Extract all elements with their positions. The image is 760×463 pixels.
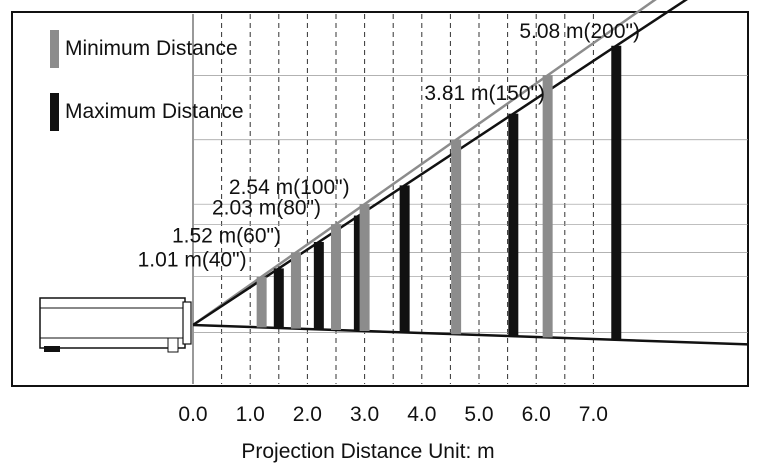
projection-beams bbox=[192, 0, 749, 346]
legend-label-minimum: Minimum Distance bbox=[65, 37, 238, 60]
x-tick-label: 7.0 bbox=[579, 403, 608, 426]
grid bbox=[192, 14, 748, 384]
bar-maximum-distance bbox=[313, 241, 324, 330]
screen-size-label: 3.81 m(150") bbox=[424, 82, 545, 105]
bar-minimum-distance bbox=[542, 75, 553, 338]
bar-minimum-distance bbox=[451, 139, 462, 335]
bar-maximum-distance bbox=[273, 268, 284, 328]
x-tick-label: 6.0 bbox=[522, 403, 551, 426]
screen-size-label: 5.08 m(200") bbox=[519, 20, 640, 43]
screen-size-label: 1.01 m(40") bbox=[138, 249, 247, 272]
x-tick-label: 5.0 bbox=[464, 403, 493, 426]
beam-top-maximum bbox=[192, 0, 688, 327]
x-tick-label: 1.0 bbox=[236, 403, 265, 426]
screen-size-label: 2.54 m(100") bbox=[229, 176, 350, 199]
x-tick-labels: 0.0 1.0 2.0 3.0 4.0 5.0 6.0 7.0 bbox=[178, 403, 608, 426]
screen-size-label: 2.03 m(80") bbox=[212, 196, 321, 219]
projector-icon bbox=[39, 297, 192, 353]
legend-swatch-maximum bbox=[50, 93, 59, 131]
bar-maximum-distance bbox=[399, 185, 410, 333]
legend-label-maximum: Maximum Distance bbox=[65, 100, 244, 123]
bar-minimum-distance bbox=[331, 224, 341, 330]
screen-size-label: 1.52 m(60") bbox=[172, 225, 281, 248]
x-tick-label: 4.0 bbox=[407, 403, 436, 426]
legend: Minimum Distance Maximum Distance bbox=[50, 30, 244, 131]
screen-bars bbox=[256, 45, 622, 340]
bar-maximum-distance bbox=[508, 113, 519, 337]
bar-maximum-distance bbox=[611, 45, 622, 340]
bar-minimum-distance bbox=[359, 204, 370, 331]
beam-bottom bbox=[192, 323, 749, 346]
x-tick-label: 0.0 bbox=[178, 403, 207, 426]
bar-maximum-distance bbox=[353, 215, 364, 331]
x-tick-label: 3.0 bbox=[350, 403, 379, 426]
bar-minimum-distance bbox=[256, 276, 267, 328]
x-axis-label: Projection Distance Unit: m bbox=[241, 440, 494, 463]
bar-minimum-distance bbox=[290, 252, 301, 329]
beam-top-minimum bbox=[192, 0, 657, 327]
legend-swatch-minimum bbox=[50, 30, 59, 68]
x-tick-label: 2.0 bbox=[293, 403, 322, 426]
screen-size-labels: 1.01 m(40")1.52 m(60") 2.03 m(80")2.54 m(… bbox=[138, 20, 640, 272]
